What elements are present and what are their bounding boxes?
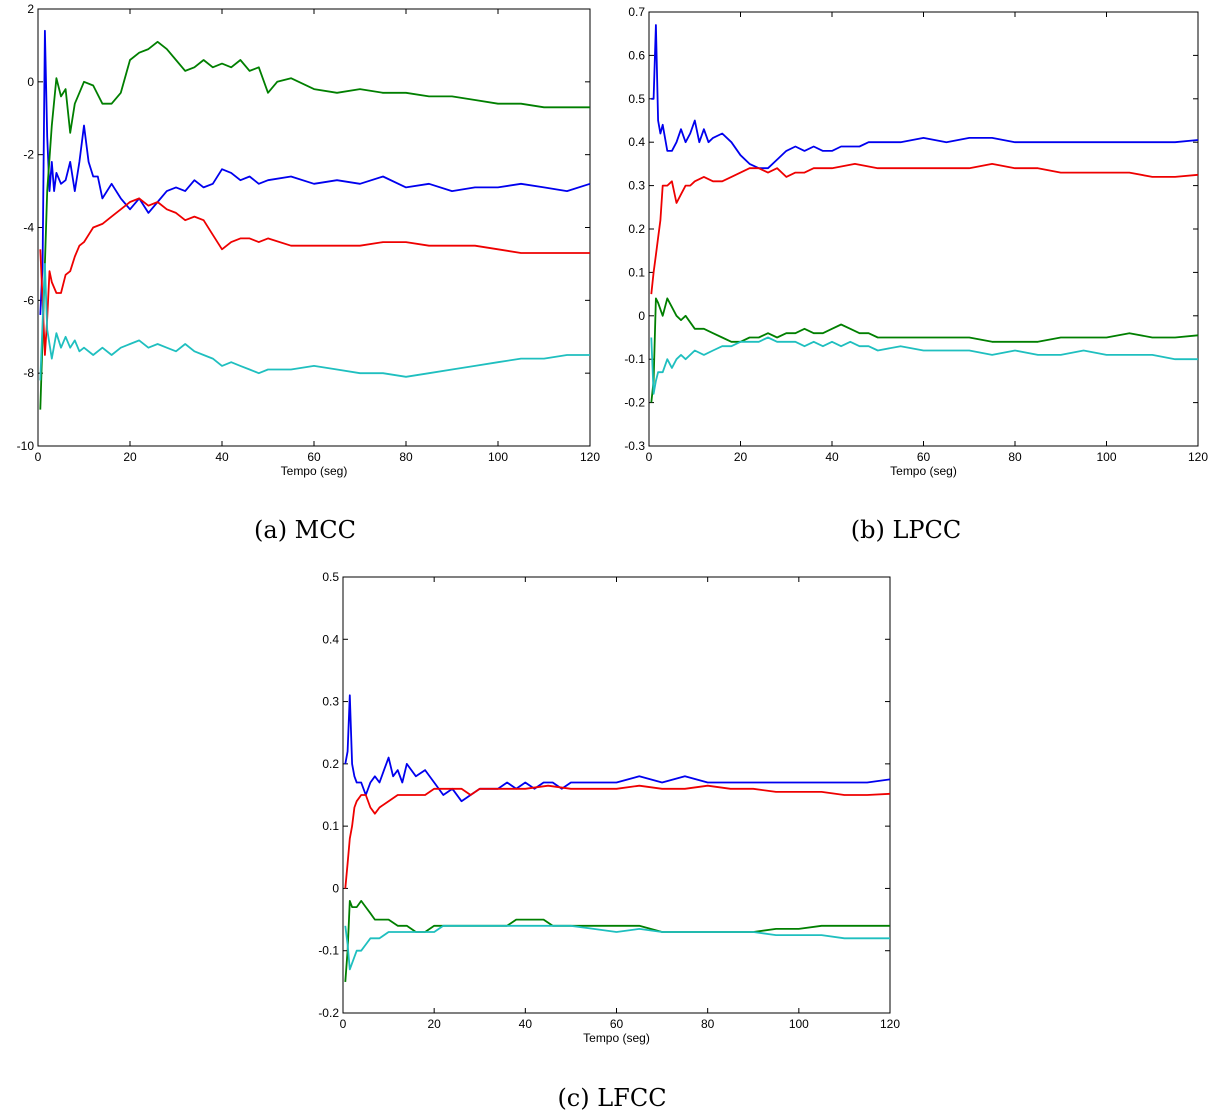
series-line-red <box>650 162 1199 295</box>
x-tick-label: 20 <box>734 450 748 464</box>
y-tick-label: 0.3 <box>322 695 339 709</box>
y-tick-label: 0.1 <box>322 819 339 833</box>
x-tick-label: 80 <box>1008 450 1022 464</box>
y-tick-label: 0 <box>27 75 34 89</box>
x-tick-label: 0 <box>340 1017 347 1031</box>
x-tick-label: 60 <box>610 1017 624 1031</box>
caption-lfcc: (c) LFCC <box>557 1084 666 1112</box>
y-tick-label: -0.3 <box>624 439 645 453</box>
plot-area <box>37 8 591 447</box>
y-tick-label: 0.5 <box>322 570 339 584</box>
x-tick-label: 100 <box>488 450 508 464</box>
y-tick-label: -6 <box>23 293 34 307</box>
x-axis-label: Tempo (seg) <box>890 464 957 478</box>
y-tick-label: 0.4 <box>628 135 645 149</box>
y-tick-label: -0.1 <box>318 944 339 958</box>
series-line-green <box>39 40 590 410</box>
x-tick-label: 120 <box>1188 450 1208 464</box>
panel-mcc: 0 20 40 60 80 100 120 -10 -8 -6 -4 -2 0 2 Tempo (seg) <box>17 2 601 478</box>
x-tick-label: 120 <box>880 1017 900 1031</box>
y-tick-label: -10 <box>17 439 35 453</box>
x-tick-label: 0 <box>35 450 42 464</box>
series-line-red <box>39 197 590 356</box>
y-tick-label: 0 <box>638 309 645 323</box>
x-axis-label: Tempo (seg) <box>583 1031 650 1045</box>
y-tick-label: 0 <box>332 881 339 895</box>
y-tick-label: -4 <box>23 221 34 235</box>
y-tick-label: 0.3 <box>628 179 645 193</box>
x-tick-label: 0 <box>646 450 653 464</box>
y-tick-label: 0.2 <box>628 222 645 236</box>
x-tick-label: 40 <box>519 1017 533 1031</box>
plot-area <box>648 11 1199 447</box>
y-tick-label: 0.1 <box>628 265 645 279</box>
y-tick-label: -0.2 <box>318 1006 339 1020</box>
x-tick-label: 60 <box>307 450 321 464</box>
caption-lpcc: (b) LPCC <box>851 516 962 544</box>
x-tick-label: 100 <box>1096 450 1116 464</box>
series-line-blue <box>39 29 591 315</box>
series-line-red <box>344 784 891 889</box>
series-line-blue <box>651 24 1199 170</box>
x-tick-label: 80 <box>399 450 413 464</box>
x-tick-label: 80 <box>701 1017 715 1031</box>
y-tick-label: 2 <box>27 2 34 16</box>
x-tick-label: 40 <box>215 450 229 464</box>
y-tick-label: -2 <box>23 148 34 162</box>
y-tick-label: 0.6 <box>628 48 645 62</box>
x-axis-label: Tempo (seg) <box>281 464 348 478</box>
caption-mcc: (a) MCC <box>254 516 356 544</box>
x-tick-label: 100 <box>789 1017 809 1031</box>
y-tick-label: -0.2 <box>624 396 645 410</box>
panel-lfcc: 0 20 40 60 80 100 120 -0.2 -0.1 0 0.1 0.2 0.3 0.4 0.5 T… <box>318 570 900 1045</box>
series-line-cyan <box>344 924 890 971</box>
y-tick-label: 0.4 <box>322 632 339 646</box>
y-tick-label: -0.1 <box>624 352 645 366</box>
series-line-green <box>650 297 1199 403</box>
series-line-cyan <box>39 262 590 381</box>
x-tick-label: 120 <box>580 450 600 464</box>
y-tick-label: 0.5 <box>628 92 645 106</box>
x-tick-label: 40 <box>825 450 839 464</box>
y-tick-label: 0.7 <box>628 5 645 19</box>
x-tick-label: 60 <box>917 450 931 464</box>
plot-area <box>342 576 891 1014</box>
x-tick-label: 20 <box>123 450 137 464</box>
y-tick-label: 0.2 <box>322 757 339 771</box>
y-tick-label: -8 <box>23 366 34 380</box>
panel-lpcc: 0 20 40 60 80 100 120 -0.3 -0.2 -0.1 0 0.1 0.2 0.3 0.4… <box>624 5 1208 478</box>
x-tick-label: 20 <box>427 1017 441 1031</box>
series-line-cyan <box>650 336 1198 395</box>
